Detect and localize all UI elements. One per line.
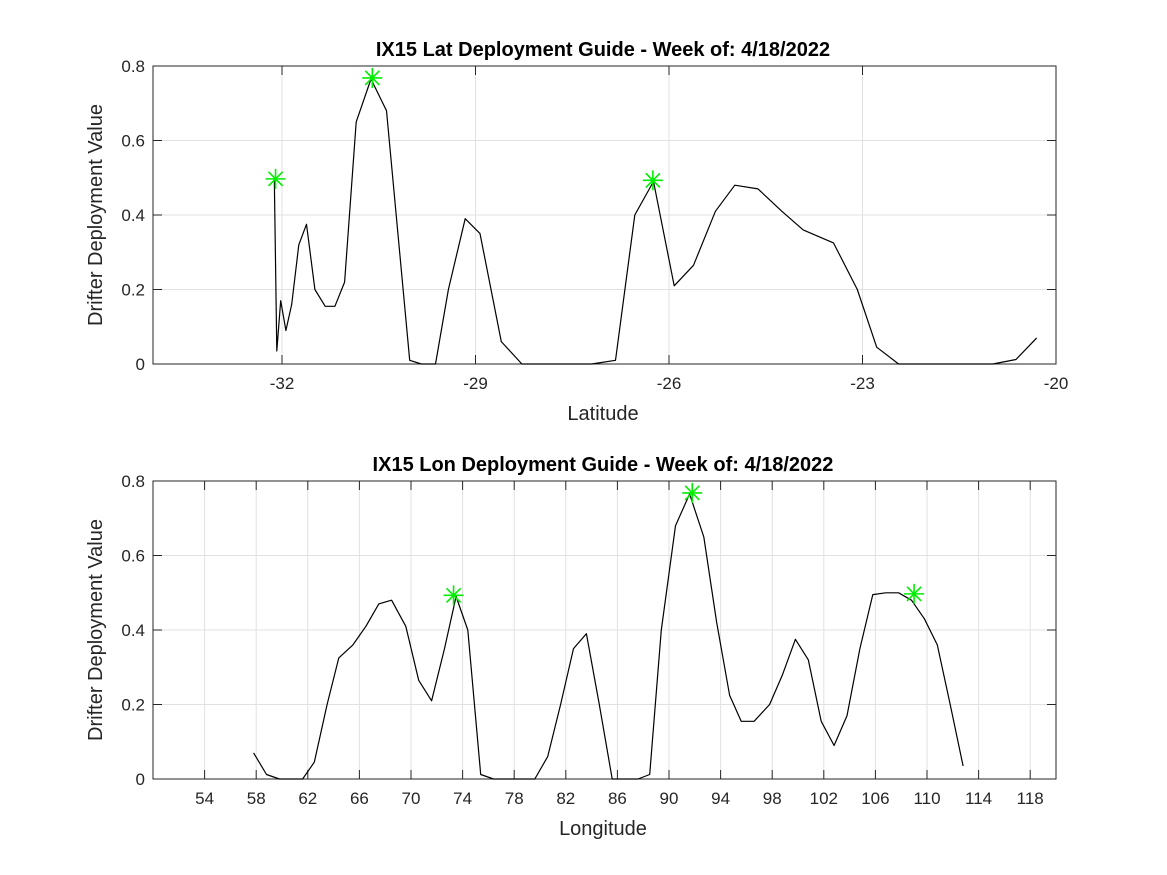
lat-x-tick-label: -20 (1044, 374, 1069, 393)
lon-x-tick-label: 102 (810, 789, 838, 808)
lon-x-tick-label: 70 (402, 789, 421, 808)
lon-y-tick-label: 0.8 (121, 472, 145, 491)
lat-peak-marker (642, 170, 663, 191)
lon-y-tick-label: 0.4 (121, 621, 145, 640)
lon-x-tick-label: 110 (913, 789, 940, 808)
lat-data-line (273, 78, 1038, 365)
lon-x-tick-label: 86 (608, 789, 627, 808)
lat-y-axis-label: Drifter Deployment Value (85, 104, 107, 326)
lon-x-tick-label: 54 (195, 789, 214, 808)
lat-x-tick-label: -32 (270, 374, 295, 393)
lon-x-tick-label: 62 (298, 789, 317, 808)
lat-x-tick-label: -23 (850, 374, 875, 393)
lon-x-tick-label: 78 (505, 789, 524, 808)
lat-y-tick-label: 0.2 (121, 281, 145, 300)
lon-x-tick-label: 90 (660, 789, 679, 808)
lat-y-tick-label: 0 (136, 355, 145, 374)
lat-y-tick-label: 0.8 (121, 57, 145, 76)
lat-x-axis-label: Latitude (567, 403, 638, 425)
lon-x-tick-label: 94 (711, 789, 730, 808)
lon-x-axis-label: Longitude (559, 818, 647, 840)
lat-peak-marker (362, 67, 383, 88)
lat-y-tick-label: 0.4 (121, 206, 145, 225)
lon-x-tick-label: 82 (556, 789, 575, 808)
lat-x-tick-label: -26 (657, 374, 682, 393)
lon-peak-marker (443, 585, 464, 606)
lon-x-tick-label: 106 (861, 789, 889, 808)
lat-y-tick-label: 0.6 (121, 132, 145, 151)
lon-y-tick-label: 0 (136, 770, 145, 789)
lon-deployment-panel: IX15 Lon Deployment Guide - Week of: 4/1… (85, 454, 1057, 840)
lon-x-tick-label: 74 (453, 789, 472, 808)
lat-peak-marker (265, 168, 286, 189)
lon-y-axis-label: Drifter Deployment Value (85, 519, 107, 741)
lon-x-tick-label: 66 (350, 789, 369, 808)
lon-data-line (253, 493, 964, 780)
lon-x-tick-label: 98 (763, 789, 782, 808)
lon-x-tick-label: 114 (965, 789, 992, 808)
lat-chart-title: IX15 Lat Deployment Guide - Week of: 4/1… (376, 39, 830, 61)
lat-x-tick-label: -29 (463, 374, 488, 393)
lon-x-tick-label: 118 (1017, 789, 1044, 808)
lon-y-tick-label: 0.6 (121, 547, 145, 566)
lon-chart-title: IX15 Lon Deployment Guide - Week of: 4/1… (373, 454, 834, 476)
lon-y-tick-label: 0.2 (121, 696, 145, 715)
lon-x-tick-label: 58 (247, 789, 266, 808)
lon-peak-marker (682, 482, 703, 503)
lon-peak-marker (904, 583, 925, 604)
lat-deployment-panel: IX15 Lat Deployment Guide - Week of: 4/1… (85, 39, 1068, 425)
